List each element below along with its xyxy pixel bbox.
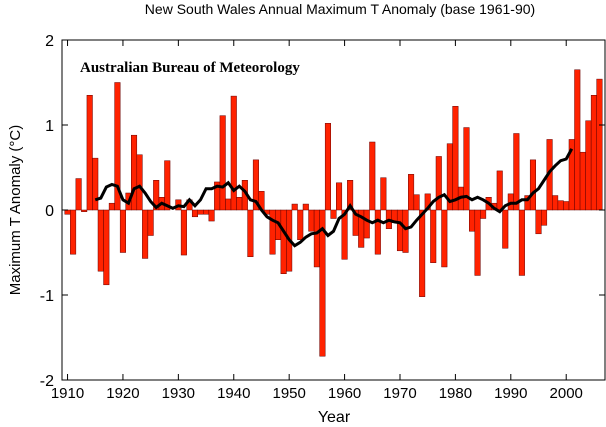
bar	[302, 203, 309, 211]
x-tick-label: 1970	[383, 385, 416, 402]
bar	[280, 209, 287, 274]
bar	[75, 178, 82, 211]
bar	[136, 154, 143, 211]
bar	[247, 209, 254, 257]
bar	[552, 195, 559, 211]
x-tick-label: 1930	[162, 385, 195, 402]
bar	[585, 120, 592, 211]
y-tick-label: 2	[45, 33, 54, 50]
bar	[596, 78, 603, 211]
bar	[563, 201, 570, 211]
bar	[590, 95, 597, 211]
bar	[208, 209, 215, 222]
x-tick-label: 1910	[51, 385, 84, 402]
bar	[64, 209, 71, 215]
bar	[131, 134, 138, 211]
x-tick-label: 1990	[494, 385, 527, 402]
bar	[557, 200, 564, 211]
y-tick-label: -1	[40, 288, 54, 305]
bar	[153, 180, 160, 211]
bar	[402, 209, 409, 253]
bar	[230, 95, 237, 211]
bar	[474, 209, 481, 276]
bar	[480, 209, 487, 219]
bar	[142, 209, 149, 259]
annotation: Australian Bureau of Meteorology	[80, 60, 300, 76]
bar	[197, 209, 204, 215]
bar	[119, 209, 126, 253]
bar	[324, 123, 331, 211]
y-axis-label: Maximum T Anomaly (°C)	[7, 125, 24, 295]
x-tick-label: 1950	[272, 385, 305, 402]
y-tick-label: 1	[45, 118, 54, 135]
bar	[535, 209, 542, 235]
bar	[435, 156, 442, 211]
bar	[114, 82, 121, 211]
bar	[180, 209, 187, 256]
bar	[336, 182, 343, 211]
bar	[225, 198, 232, 211]
bar	[518, 209, 525, 276]
bar	[513, 133, 520, 211]
y-tick-label: 0	[45, 203, 54, 220]
bar	[363, 209, 370, 239]
bar	[441, 209, 448, 268]
bar	[86, 95, 93, 211]
bar	[574, 69, 581, 211]
bar	[308, 209, 315, 232]
bar	[313, 209, 320, 268]
bar	[219, 115, 226, 211]
bar	[297, 209, 304, 240]
x-tick-label: 2000	[550, 385, 583, 402]
bar	[81, 209, 88, 212]
bar	[502, 209, 509, 249]
x-tick-label: 1940	[217, 385, 250, 402]
bar	[330, 209, 337, 219]
bar	[191, 209, 198, 218]
bar	[103, 209, 110, 286]
x-tick-label: 1980	[439, 385, 472, 402]
bar	[269, 209, 276, 255]
bar	[108, 202, 115, 211]
bar	[369, 141, 376, 211]
bar	[92, 157, 99, 211]
bar	[452, 106, 459, 211]
bar	[579, 151, 586, 211]
x-tick-label: 1960	[328, 385, 361, 402]
bar	[396, 209, 404, 252]
bar	[430, 209, 437, 263]
bar	[147, 209, 154, 236]
bar	[291, 203, 298, 211]
bar	[496, 170, 503, 211]
bar	[408, 174, 415, 211]
bar	[341, 209, 348, 260]
chart-title: New South Wales Annual Maximum T Anomaly…	[145, 1, 535, 17]
bar	[380, 177, 387, 211]
x-axis-label: Year	[318, 409, 351, 426]
bar	[469, 209, 476, 232]
y-tick-label: -2	[40, 373, 54, 390]
bar	[252, 159, 259, 211]
bar	[203, 209, 210, 215]
x-tick-label: 1920	[106, 385, 139, 402]
bar	[70, 209, 77, 255]
bar	[374, 209, 381, 255]
bar	[319, 209, 326, 357]
bar	[236, 197, 243, 211]
bar	[97, 209, 104, 272]
bar	[419, 209, 426, 297]
smoothed-line	[94, 148, 574, 248]
bar	[164, 160, 171, 211]
bar	[347, 180, 354, 211]
bar	[541, 209, 548, 226]
bar	[529, 159, 536, 211]
bar	[413, 194, 420, 211]
bar	[463, 127, 470, 211]
